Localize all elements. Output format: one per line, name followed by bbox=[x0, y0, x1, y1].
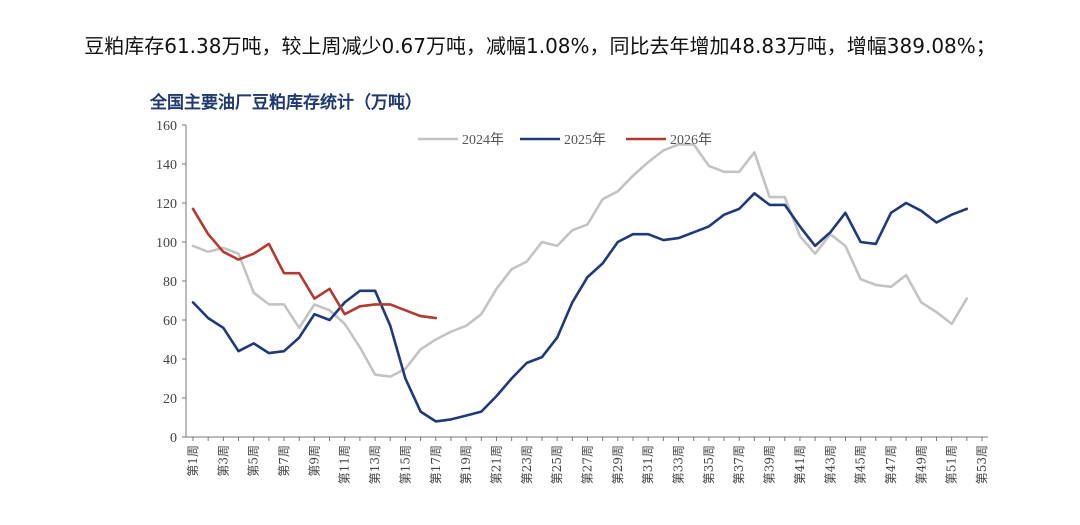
x-tick-label: 第51周 bbox=[945, 445, 959, 484]
x-tick-label: 第35周 bbox=[702, 445, 716, 484]
y-tick-label: 20 bbox=[163, 392, 177, 407]
x-tick-label: 第43周 bbox=[823, 445, 837, 484]
summary-headline: 豆粕库存61.38万吨，较上周减少0.67万吨，减幅1.08%，同比去年增加48… bbox=[84, 34, 996, 58]
y-tick-label: 0 bbox=[170, 431, 177, 446]
y-tick-label: 80 bbox=[163, 275, 177, 290]
x-tick-label: 第33周 bbox=[672, 445, 686, 484]
x-tick-label: 第29周 bbox=[611, 445, 625, 484]
x-axis: 第1周 第3周 第5周 第7周 第9周 第11周 第13周 第15周 第17周 第19周 第21周 第… bbox=[186, 436, 989, 484]
x-tick-label: 第45周 bbox=[854, 445, 868, 484]
x-tick-label: 第47周 bbox=[884, 445, 898, 484]
x-tick-label: 第19周 bbox=[459, 445, 473, 484]
y-tick-label: 140 bbox=[156, 158, 177, 173]
x-tick-label: 第13周 bbox=[368, 445, 382, 484]
x-tick-label: 第31周 bbox=[641, 445, 655, 484]
legend-label: 2024年 bbox=[462, 132, 504, 148]
x-tick-label: 第11周 bbox=[338, 445, 352, 484]
legend: 2024年 2025年 2026年 bbox=[418, 132, 712, 148]
y-tick-label: 100 bbox=[156, 236, 177, 251]
chart-title: 全国主要油厂豆粕库存统计（万吨） bbox=[149, 92, 422, 113]
x-tick-label: 第9周 bbox=[307, 445, 321, 477]
x-tick-label: 第49周 bbox=[914, 445, 928, 484]
series-line-2024 bbox=[191, 143, 969, 378]
soybean-meal-inventory-chart: 全国主要油厂豆粕库存统计（万吨） 0 20 40 60 80 100 120 140 160 第… bbox=[149, 92, 989, 484]
legend-label: 2025年 bbox=[564, 132, 606, 148]
x-tick-label: 第39周 bbox=[763, 445, 777, 484]
x-tick-label: 第7周 bbox=[277, 445, 291, 477]
y-tick-label: 160 bbox=[156, 119, 177, 134]
x-tick-label: 第27周 bbox=[581, 445, 595, 484]
series-line-2026 bbox=[191, 207, 438, 320]
y-tick-label: 40 bbox=[163, 353, 177, 368]
series-layer bbox=[191, 143, 969, 423]
x-tick-label: 第37周 bbox=[732, 445, 746, 484]
x-tick-label: 第5周 bbox=[247, 445, 261, 477]
x-tick-label: 第53周 bbox=[975, 445, 989, 484]
x-tick-label: 第1周 bbox=[186, 445, 200, 477]
series-line-2025 bbox=[191, 192, 969, 423]
y-tick-label: 120 bbox=[156, 197, 177, 212]
x-tick-label: 第25周 bbox=[550, 445, 564, 484]
y-tick-label: 60 bbox=[163, 314, 177, 329]
legend-label: 2026年 bbox=[670, 132, 712, 148]
x-tick-label: 第41周 bbox=[793, 445, 807, 484]
x-tick-label: 第3周 bbox=[216, 445, 230, 477]
y-axis: 0 20 40 60 80 100 120 140 160 bbox=[156, 119, 187, 446]
x-tick-label: 第21周 bbox=[489, 445, 503, 484]
x-tick-label: 第17周 bbox=[429, 445, 443, 484]
x-tick-label: 第15周 bbox=[398, 445, 412, 484]
x-tick-label: 第23周 bbox=[520, 445, 534, 484]
